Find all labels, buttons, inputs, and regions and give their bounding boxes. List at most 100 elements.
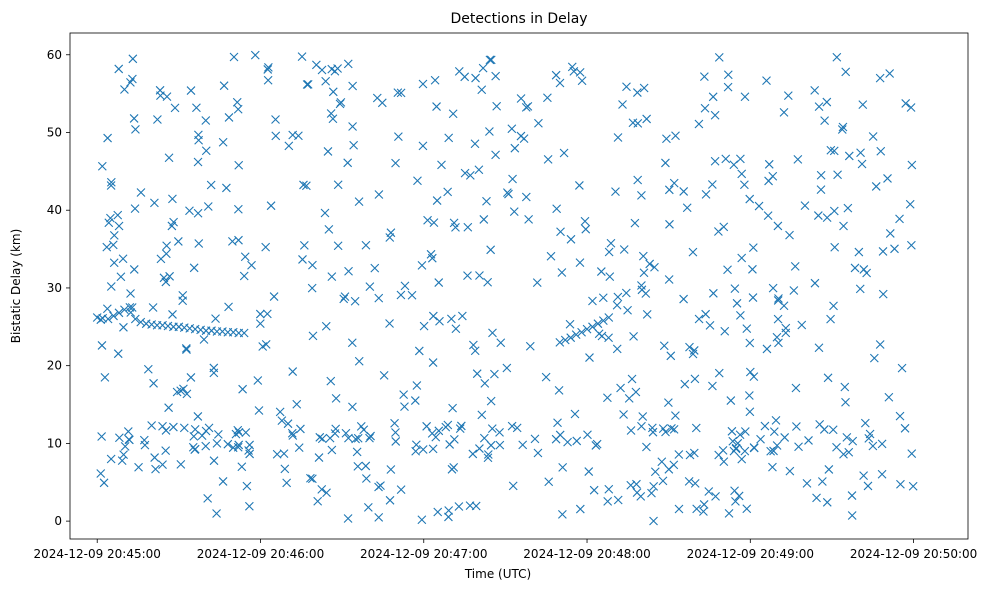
data-point xyxy=(483,450,493,459)
data-point xyxy=(106,177,116,187)
data-point xyxy=(443,187,453,197)
data-point xyxy=(555,337,565,347)
data-point xyxy=(188,442,198,452)
data-point xyxy=(418,445,428,454)
data-point xyxy=(262,309,272,319)
data-point xyxy=(577,76,587,86)
data-point xyxy=(604,333,613,343)
data-point xyxy=(418,141,428,151)
data-point xyxy=(447,464,457,474)
data-point xyxy=(219,81,229,91)
data-point xyxy=(631,387,641,397)
data-point xyxy=(657,457,667,467)
data-point xyxy=(810,85,820,95)
data-point xyxy=(224,302,233,312)
data-point xyxy=(735,310,745,320)
data-point xyxy=(814,102,824,111)
data-point xyxy=(812,493,821,503)
data-point xyxy=(551,434,561,444)
data-point xyxy=(192,103,201,113)
y-axis-ticks: 0 10 20 30 40 50 60 xyxy=(47,48,70,528)
data-point xyxy=(109,311,118,321)
data-point xyxy=(445,440,455,449)
data-point xyxy=(732,298,742,308)
data-point xyxy=(868,132,878,141)
data-point xyxy=(490,369,499,379)
data-point xyxy=(374,190,384,199)
data-point xyxy=(468,449,478,459)
x-tick-label: 2024-12-09 20:49:00 xyxy=(687,547,814,561)
data-point xyxy=(763,211,773,221)
data-point xyxy=(120,305,129,315)
data-point xyxy=(433,507,443,517)
data-point xyxy=(667,424,676,433)
data-point xyxy=(745,407,755,417)
data-point xyxy=(860,418,870,428)
data-point xyxy=(636,491,646,501)
data-point xyxy=(840,382,850,392)
data-point xyxy=(612,344,622,354)
data-point xyxy=(637,421,646,431)
data-point xyxy=(242,481,252,491)
data-point xyxy=(435,316,444,326)
data-point xyxy=(885,229,895,238)
data-point xyxy=(173,237,183,246)
data-point xyxy=(707,180,717,189)
data-point xyxy=(232,97,242,107)
data-point xyxy=(848,436,858,446)
data-point xyxy=(627,374,637,384)
data-point xyxy=(559,148,569,158)
data-point xyxy=(855,284,865,294)
data-point xyxy=(566,234,576,244)
data-point xyxy=(400,402,409,411)
data-point xyxy=(524,214,534,224)
data-point xyxy=(255,309,265,319)
data-point xyxy=(475,271,484,280)
data-point xyxy=(871,182,881,191)
data-point xyxy=(884,392,894,402)
data-point xyxy=(669,425,679,434)
data-point xyxy=(379,371,389,380)
data-point xyxy=(108,240,118,250)
data-point xyxy=(244,446,253,455)
data-point xyxy=(386,465,396,474)
data-point xyxy=(603,393,612,403)
data-point xyxy=(292,399,302,409)
data-point xyxy=(103,133,112,143)
data-point xyxy=(694,314,704,324)
data-point xyxy=(895,411,905,421)
data-point xyxy=(153,115,162,124)
data-point xyxy=(863,481,873,491)
data-point xyxy=(97,161,107,171)
data-point xyxy=(114,433,124,443)
data-point xyxy=(719,457,729,467)
data-point xyxy=(649,516,658,526)
data-point xyxy=(238,384,248,394)
data-point xyxy=(335,99,345,109)
data-point xyxy=(908,481,918,491)
data-point xyxy=(714,227,723,236)
data-point xyxy=(178,296,188,306)
data-point xyxy=(97,341,107,350)
data-point xyxy=(766,446,776,456)
data-point xyxy=(120,442,130,451)
data-point xyxy=(483,277,493,287)
data-point xyxy=(131,124,140,134)
data-point xyxy=(596,267,606,276)
data-point xyxy=(685,450,695,460)
data-point xyxy=(385,495,395,505)
data-point xyxy=(760,421,770,431)
data-point xyxy=(294,443,304,452)
data-point xyxy=(885,69,895,78)
data-point xyxy=(185,206,194,216)
data-point xyxy=(773,296,783,305)
data-point xyxy=(764,159,774,169)
data-point xyxy=(299,180,308,190)
data-point xyxy=(723,70,733,80)
data-point xyxy=(417,515,427,525)
data-point xyxy=(234,235,243,245)
data-point xyxy=(723,265,732,275)
data-point xyxy=(136,188,146,197)
data-point xyxy=(203,202,213,211)
data-point xyxy=(792,422,801,431)
